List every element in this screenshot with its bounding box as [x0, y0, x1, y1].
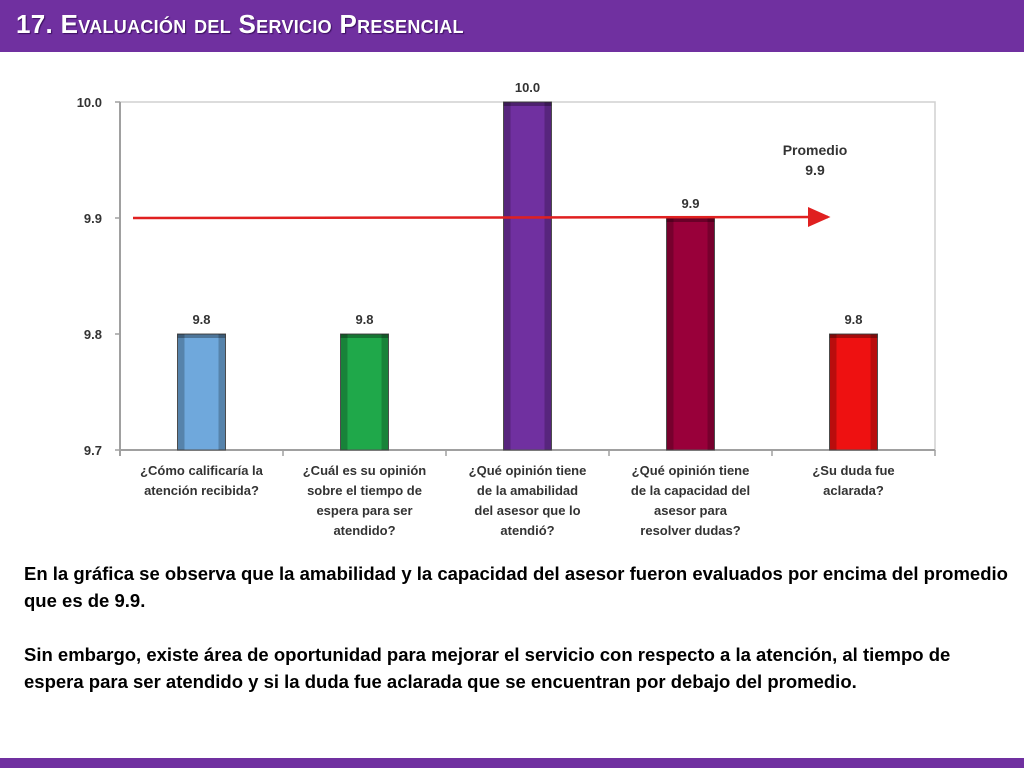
category-label: ¿Su duda fue aclarada?	[812, 463, 894, 498]
bottom-bar	[0, 758, 1024, 768]
bar-shade-left	[177, 334, 185, 450]
bar-top	[503, 102, 552, 106]
bar	[177, 333, 226, 451]
bar	[503, 101, 552, 451]
bar-shade-left	[666, 218, 674, 450]
bar-shade-right	[870, 334, 878, 450]
bar-shade-left	[340, 334, 348, 450]
average-label: Promedio 9.9	[783, 142, 848, 178]
bar-chart: 9.7 9.8 9.9 10.0 9.8 ¿Cómo calificaría la aten…	[77, 80, 936, 538]
description-paragraph-1: En la gráfica se observa que la amabilid…	[24, 563, 1008, 611]
bar-value-label: 9.8	[844, 312, 862, 327]
description-paragraph-2: Sin embargo, existe área de oportunidad …	[24, 644, 951, 692]
bar	[829, 333, 878, 451]
bar-value-label: 10.0	[515, 80, 540, 95]
bar-shade-right	[381, 334, 389, 450]
bar-shade-left	[503, 102, 511, 450]
bar-shade-right	[544, 102, 552, 450]
bar-top	[177, 334, 226, 338]
y-tick-label: 9.9	[84, 211, 102, 226]
y-tick-label: 10.0	[77, 95, 102, 110]
bar-value-label: 9.8	[355, 312, 373, 327]
bar-shade-right	[218, 334, 226, 450]
bar-shade-right	[707, 218, 715, 450]
category-label: ¿Cuál es su opinión sobre el tiempo de esp…	[303, 463, 427, 538]
bar-top	[829, 334, 878, 338]
category-label: ¿Qué opinión tiene de la amabilidad del as…	[469, 463, 587, 538]
slide-title: 17. Evaluación del Servicio Presencial	[16, 9, 464, 39]
bar-top	[666, 218, 715, 222]
chart-description: En la gráfica se observa que la amabilid…	[24, 560, 1008, 695]
bar-value-label: 9.8	[192, 312, 210, 327]
y-tick-label: 9.7	[84, 443, 102, 458]
category-label: ¿Cómo calificaría la atención recibida?	[140, 463, 264, 498]
bar-top	[340, 334, 389, 338]
bar-shade-left	[829, 334, 837, 450]
bar	[340, 333, 389, 451]
bar	[666, 217, 715, 451]
chart-area: 9.7 9.8 9.9 10.0 9.8 ¿Cómo calificaría la aten…	[0, 60, 1024, 550]
bar-value-label: 9.9	[681, 196, 699, 211]
category-label: ¿Qué opinión tiene de la capacidad del ase…	[631, 463, 750, 538]
y-tick-label: 9.8	[84, 327, 102, 342]
average-line	[132, 207, 831, 228]
title-bar: 17. Evaluación del Servicio Presencial	[0, 0, 1024, 52]
